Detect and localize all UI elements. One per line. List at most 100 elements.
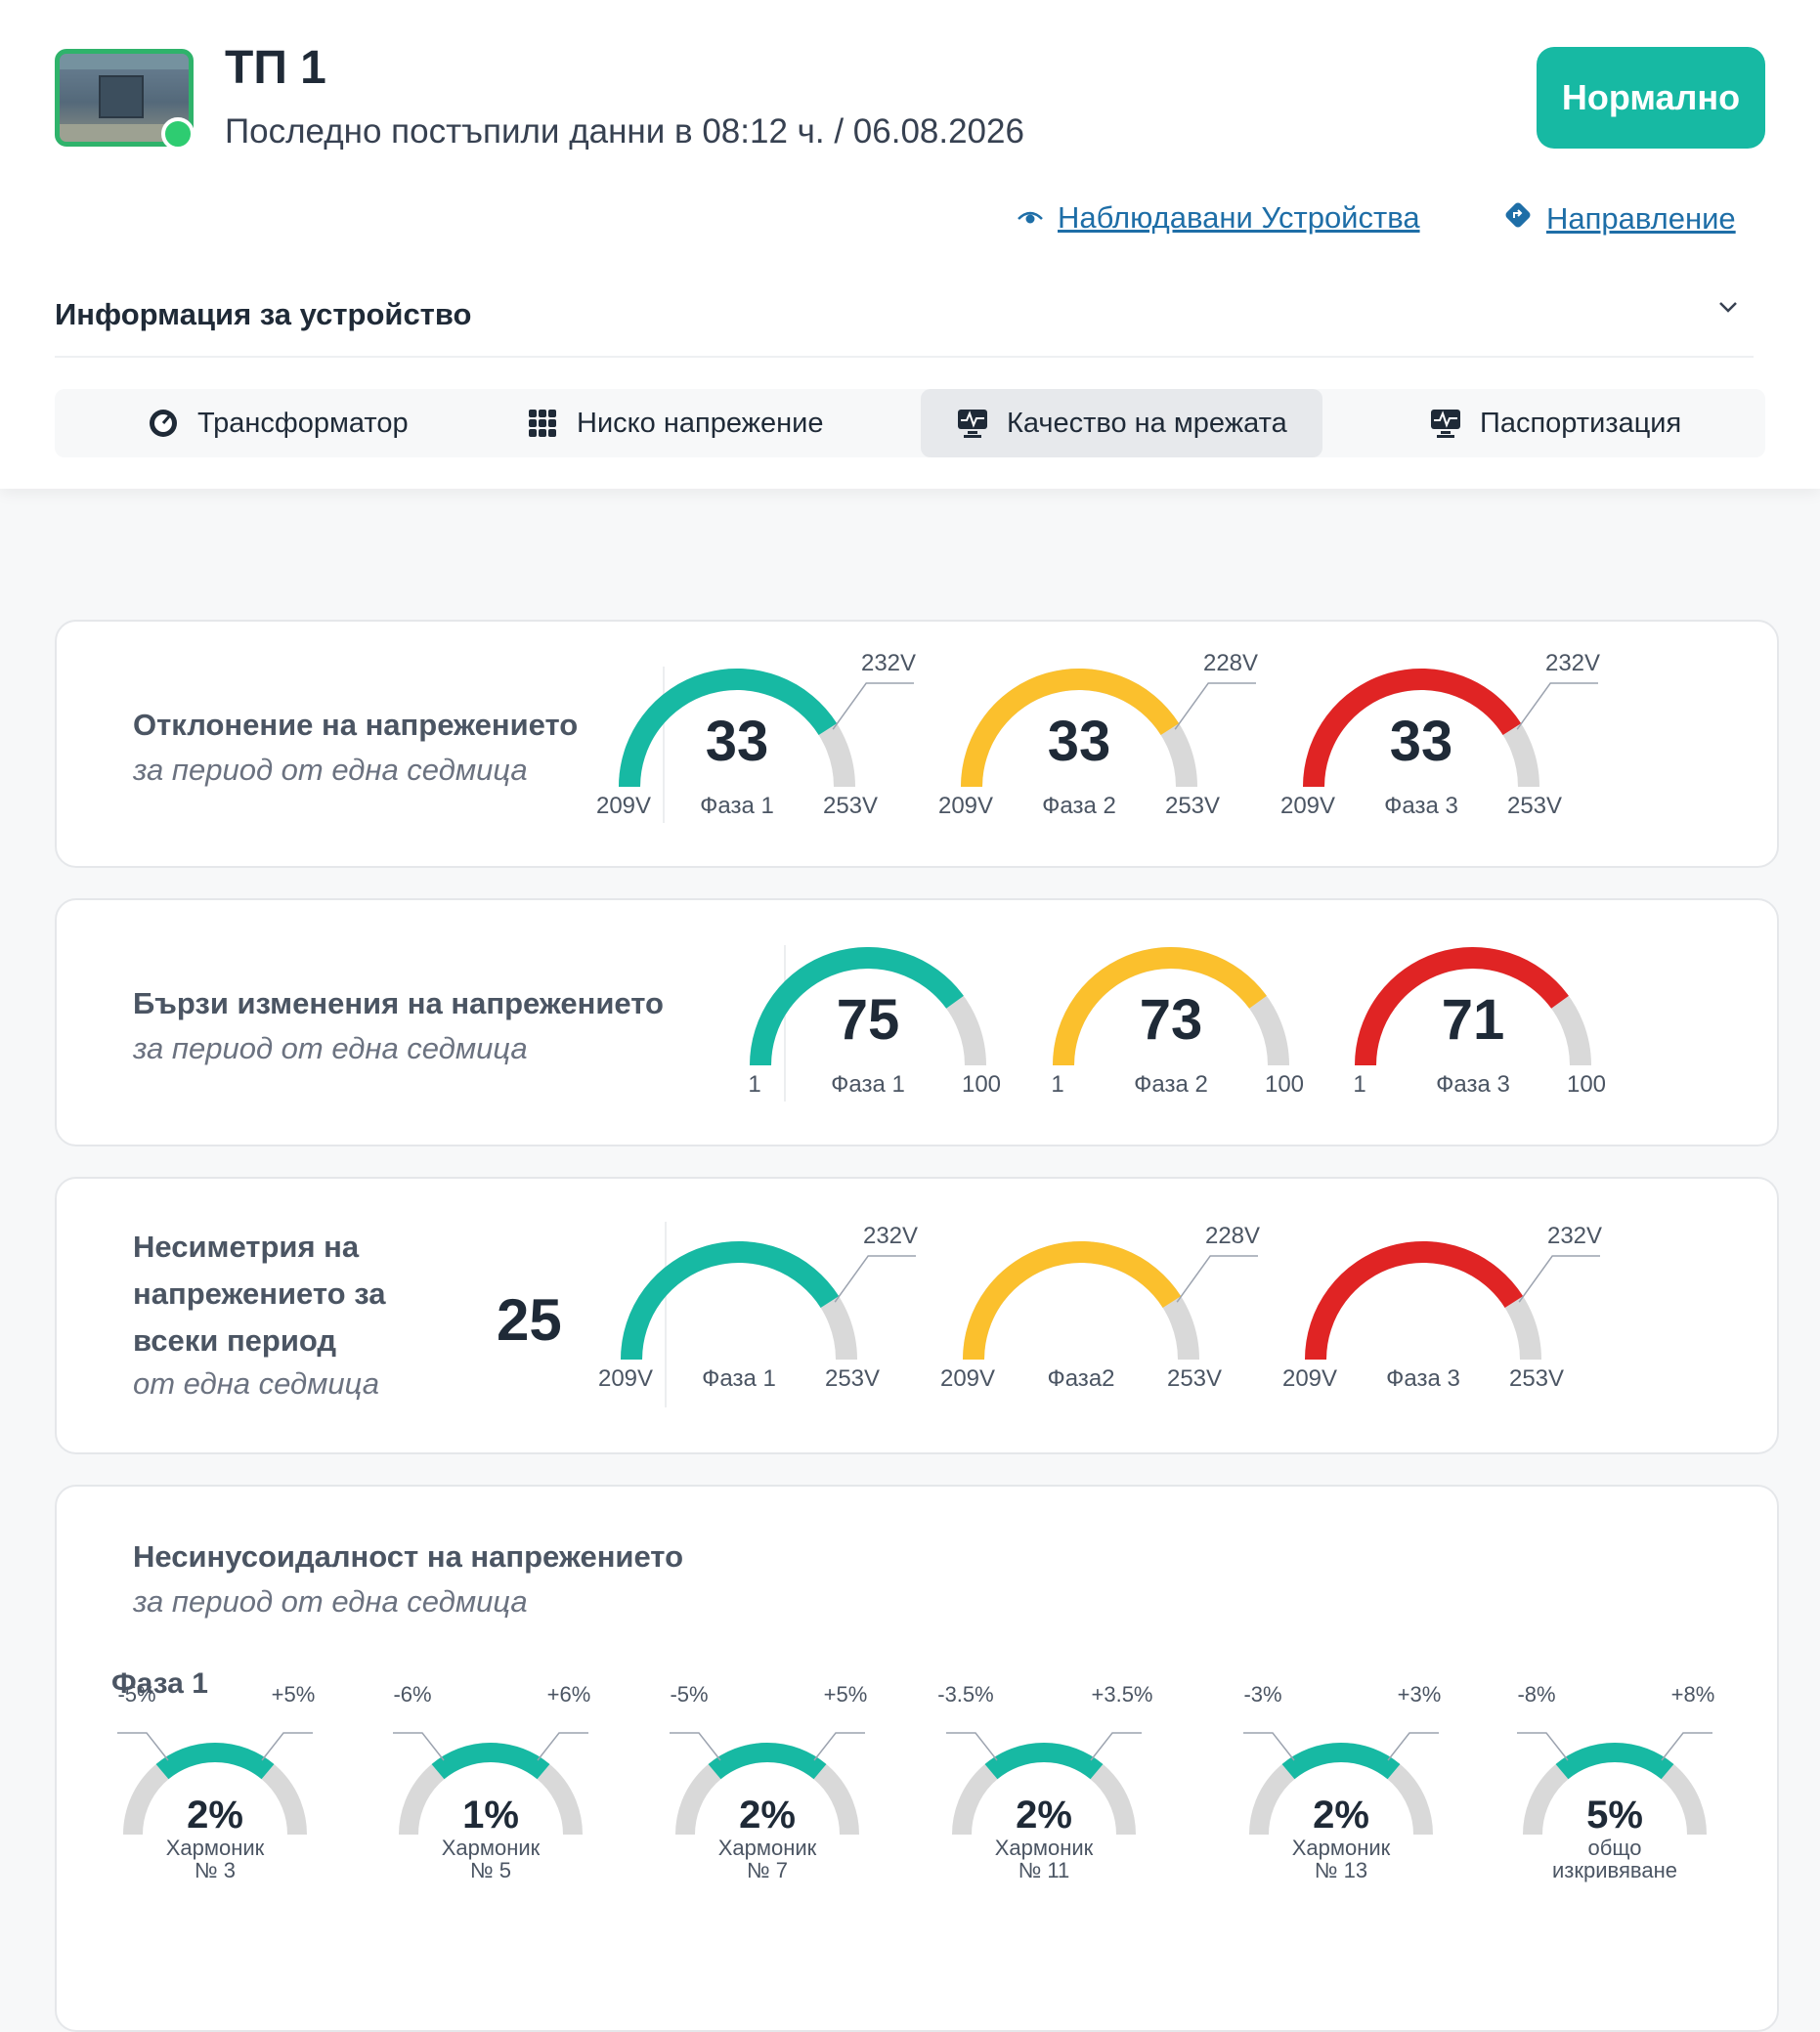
tab-transformer[interactable]: Трансформатор — [111, 389, 444, 457]
last-data-timestamp: Последно постъпили данни в 08:12 ч. / 06… — [225, 112, 1024, 151]
monitor-pulse-icon — [1429, 407, 1462, 440]
gauge-fill — [708, 1743, 827, 1780]
harmonic-label-line2: № 11 — [1018, 1858, 1070, 1882]
gauge-fill — [1053, 947, 1267, 1066]
tolerance-max-label: +3.5% — [1091, 1682, 1153, 1707]
tolerance-min-label: -6% — [393, 1682, 432, 1707]
gauge-фаза-2 — [902, 665, 1272, 803]
grid-icon — [526, 407, 559, 440]
gauge-min-label: 209V — [1279, 793, 1336, 819]
gauge-phase-label: Фаза 1 — [702, 1365, 776, 1392]
gauge-фаза-3 — [1244, 665, 1614, 803]
gauge-marker-label: 228V — [1204, 1223, 1261, 1249]
harmonics-card: Несинусоидалност на напрежението за пери… — [55, 1485, 1779, 2032]
harmonic-label-line2: № 3 — [195, 1858, 236, 1882]
monitor-pulse-icon — [956, 407, 989, 440]
card-title: Несиметрия на напрежението за всеки пери… — [133, 1230, 386, 1358]
gauge-value: 33 — [705, 710, 769, 773]
gauge-max-label: 253V — [822, 793, 879, 819]
harmonic-value: 1% — [462, 1794, 519, 1837]
marker-leader-line — [1174, 682, 1272, 730]
gauge-fill — [431, 1743, 550, 1780]
tab-low-voltage[interactable]: Ниско напрежение — [491, 389, 859, 457]
harmonic-value: 2% — [1313, 1794, 1369, 1837]
gauge-fill — [621, 1241, 840, 1361]
asymmetry-value: 25 — [497, 1287, 562, 1353]
monitored-devices-link[interactable]: Наблюдавани Устройства — [1017, 200, 1420, 236]
eye-icon — [1017, 203, 1044, 234]
harmonic-value: 2% — [187, 1794, 243, 1837]
tolerance-min-label: -3.5% — [937, 1682, 994, 1707]
chevron-down-icon — [1716, 293, 1740, 326]
gauge-value: 33 — [1047, 710, 1111, 773]
gauge-fill — [1305, 1241, 1524, 1361]
gauge-max-label: 253V — [824, 1365, 881, 1392]
gauge-max-label: 253V — [1508, 1365, 1565, 1392]
harmonic-label-line2: № 13 — [1314, 1858, 1368, 1882]
gauge-fill — [1555, 1743, 1674, 1780]
gauge-fill — [1355, 947, 1569, 1066]
status-normal-button[interactable]: Нормално — [1537, 47, 1765, 149]
voltage-asymmetry-card: Несиметрия на напрежението за всеки пери… — [55, 1177, 1779, 1454]
gauge-marker-label: 232V — [1544, 650, 1601, 676]
monitored-devices-label: Наблюдавани Устройства — [1058, 200, 1420, 235]
gauge-marker-label: 232V — [862, 1223, 919, 1249]
gauge-phase-label: Фаза 1 — [700, 793, 774, 819]
harmonic-label-line2: № 5 — [470, 1858, 511, 1882]
gauge-min-label: 1 — [1353, 1071, 1366, 1098]
gauge-icon — [147, 407, 180, 440]
gauge-phase-label: Фаза 2 — [1134, 1071, 1208, 1098]
gauge-phase-label: Фаза 1 — [831, 1071, 905, 1098]
harmonic-label-line1: Хармоник — [441, 1836, 541, 1860]
gauge-phase-label: Фаза 3 — [1386, 1365, 1460, 1392]
gauge-фаза-3 — [1296, 943, 1650, 1082]
tab-network-quality[interactable]: Качество на мрежата — [921, 389, 1322, 457]
tolerance-leader-lines — [946, 1732, 1142, 1761]
tab-low-voltage-label: Ниско напрежение — [577, 407, 824, 439]
gauge-value: 33 — [1389, 710, 1453, 773]
gauge-fill — [984, 1743, 1104, 1780]
harmonic-value: 2% — [739, 1794, 796, 1837]
phase-label: Фаза 1 — [111, 1667, 208, 1700]
marker-leader-line — [1518, 1255, 1616, 1303]
tolerance-min-label: -5% — [670, 1682, 709, 1707]
gauge-min-label: 1 — [1051, 1071, 1064, 1098]
gauge-min-label: 209V — [595, 793, 652, 819]
harmonic-label-line1: Хармоник — [717, 1836, 817, 1860]
device-info-accordion[interactable]: Информация за устройство — [55, 293, 1754, 358]
harmonic-gauge — [118, 1739, 312, 1850]
gauge-min-label: 209V — [937, 793, 994, 819]
substation-photo[interactable] — [55, 49, 194, 147]
harmonic-label-line1: Хармоник — [1291, 1836, 1391, 1860]
card-title: Отклонение на напрежението — [133, 708, 579, 742]
tolerance-min-label: -3% — [1243, 1682, 1282, 1707]
gauge-marker-label: 228V — [1202, 650, 1259, 676]
harmonic-label-line1: Хармоник — [165, 1836, 265, 1860]
gauge-фаза2 — [904, 1237, 1274, 1376]
gauge-value: 75 — [836, 988, 900, 1052]
gauge-max-label: 100 — [961, 1071, 1002, 1098]
card-title: Бързи изменения на напрежението — [133, 986, 664, 1020]
gauge-fill — [155, 1743, 275, 1780]
gauge-phase-label: Фаза 2 — [1042, 793, 1116, 819]
direction-icon — [1503, 200, 1533, 237]
direction-link[interactable]: Направление — [1503, 200, 1736, 237]
tolerance-min-label: -8% — [1517, 1682, 1556, 1707]
voltage-deviation-card: Отклонение на напрежението за период от … — [55, 620, 1779, 868]
harmonic-gauge — [1518, 1739, 1712, 1850]
gauge-фаза-1 — [691, 943, 1045, 1082]
gauge-fill — [1303, 669, 1522, 788]
card-subtitle: от една седмица — [133, 1366, 379, 1401]
harmonic-gauge — [671, 1739, 864, 1850]
gauge-фаза-2 — [994, 943, 1348, 1082]
marker-leader-line — [1516, 682, 1614, 730]
harmonic-gauge — [1244, 1739, 1438, 1850]
harmonic-label-line1: общо — [1587, 1836, 1642, 1860]
tab-passport[interactable]: Паспортизация — [1394, 389, 1716, 457]
gauge-max-label: 253V — [1164, 793, 1221, 819]
gauge-phase-label: Фаза 3 — [1436, 1071, 1510, 1098]
card-subtitle: за период от една седмица — [133, 1031, 528, 1065]
gauge-max-label: 100 — [1264, 1071, 1305, 1098]
gauge-marker-label: 232V — [860, 650, 917, 676]
gauge-max-label: 253V — [1166, 1365, 1223, 1392]
